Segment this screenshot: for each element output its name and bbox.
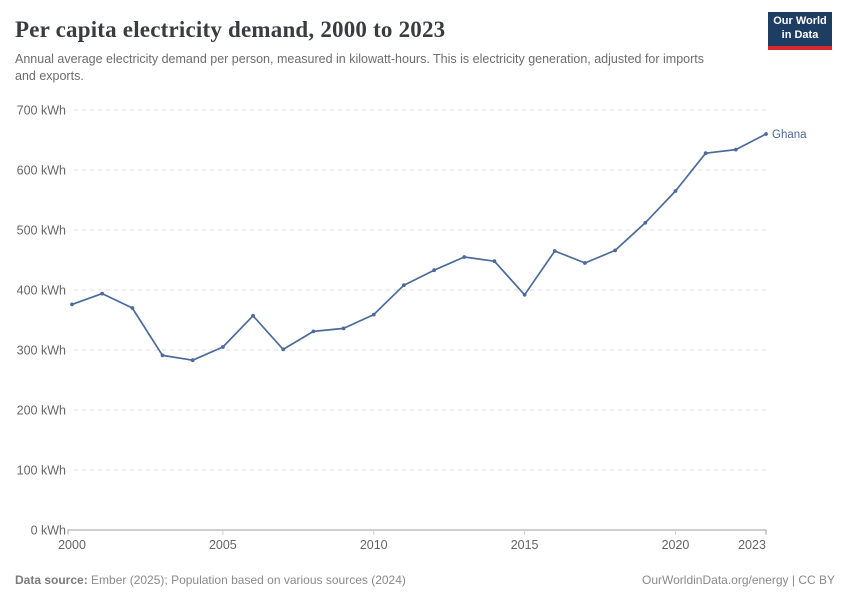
data-point-marker[interactable]: [764, 132, 768, 136]
data-point-marker[interactable]: [583, 261, 587, 265]
x-axis-tick-label: 2023: [738, 538, 766, 552]
data-point-marker[interactable]: [220, 345, 225, 349]
data-point-marker[interactable]: [100, 291, 105, 296]
x-axis-line: [67, 529, 767, 535]
data-point-marker[interactable]: [492, 259, 497, 264]
x-axis-tick-label: 2020: [662, 538, 690, 552]
y-axis-tick-label: 200 kWh: [17, 404, 66, 418]
y-axis-tick-label: 0 kWh: [31, 524, 66, 538]
x-axis-tick-label: 2000: [58, 538, 86, 552]
data-point-marker[interactable]: [371, 312, 376, 317]
data-point-marker[interactable]: [281, 347, 286, 352]
data-point-marker[interactable]: [341, 326, 346, 331]
data-source-label: Data source:: [15, 573, 88, 587]
data-point-marker[interactable]: [251, 313, 255, 318]
chart-subtitle: Annual average electricity demand per pe…: [15, 52, 704, 84]
chart-footer: Data source: Ember (2025); Population ba…: [15, 573, 835, 587]
data-point-marker[interactable]: [311, 329, 316, 334]
y-axis-tick-label: 600 kWh: [17, 164, 66, 178]
data-point-marker[interactable]: [703, 151, 708, 156]
ghana-trend-line[interactable]: [71, 133, 767, 362]
data-point-marker[interactable]: [552, 249, 557, 253]
license-note[interactable]: OurWorldinData.org/energy | CC BY: [642, 573, 835, 587]
data-point-marker[interactable]: [522, 292, 527, 297]
y-axis-tick-label: 400 kWh: [17, 284, 66, 298]
x-axis-tick-label: 2005: [209, 538, 237, 552]
x-axis-tick-label: 2010: [360, 538, 388, 552]
data-point-marker[interactable]: [432, 268, 436, 273]
y-axis-tick-label: 100 kWh: [17, 464, 66, 478]
owid-logo[interactable]: Our World in Data: [768, 12, 832, 50]
data-point-marker[interactable]: [402, 283, 406, 288]
data-point-marker[interactable]: [160, 353, 165, 358]
y-axis-tick-label: 500 kWh: [17, 224, 66, 238]
page-title: Per capita electricity demand, 2000 to 2…: [15, 17, 446, 42]
series-label-ghana[interactable]: Ghana: [772, 129, 807, 141]
logo-line2: in Data: [781, 29, 819, 41]
data-point-marker[interactable]: [190, 358, 195, 363]
data-point-marker[interactable]: [643, 220, 648, 225]
y-axis-tick-label: 300 kWh: [17, 344, 66, 358]
data-point-marker[interactable]: [462, 255, 467, 259]
data-point-marker[interactable]: [70, 302, 74, 307]
data-source-note: Data source: Ember (2025); Population ba…: [15, 573, 406, 587]
data-source-text: Ember (2025); Population based on variou…: [87, 573, 406, 587]
y-axis-tick-label: 700 kWh: [17, 104, 66, 118]
data-point-marker[interactable]: [733, 147, 738, 152]
x-axis-tick-label: 2015: [511, 538, 539, 552]
data-point-marker[interactable]: [613, 248, 618, 253]
data-point-marker[interactable]: [673, 189, 678, 193]
logo-line1: Our World: [773, 15, 827, 28]
data-point-marker[interactable]: [130, 306, 135, 310]
